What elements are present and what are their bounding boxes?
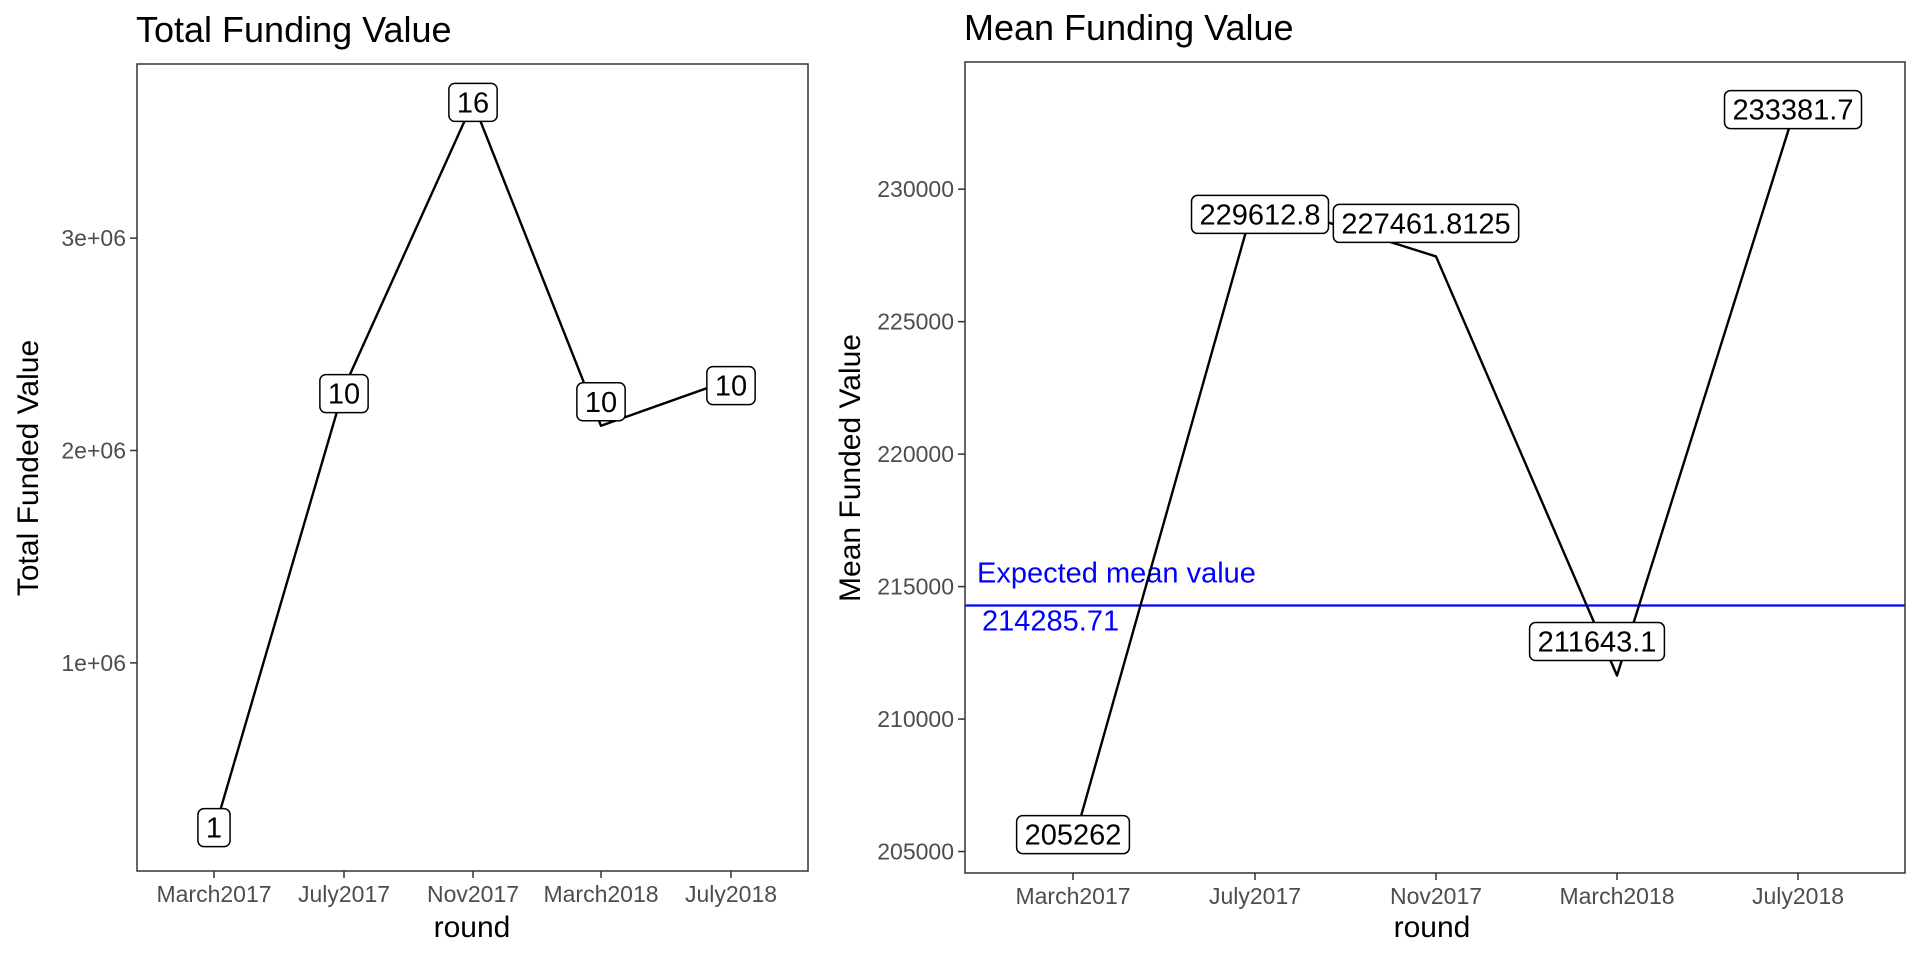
data-label-box <box>1190 194 1330 235</box>
x-tick-label: July2017 <box>298 881 390 907</box>
data-labels: 1 10 16 10 10 <box>197 82 756 848</box>
data-label-text: 10 <box>585 387 617 419</box>
chart-title: Mean Funding Value <box>964 7 1294 48</box>
reference-line-value: 214285.71 <box>982 606 1119 638</box>
data-label-box <box>576 382 626 422</box>
data-label: 233381.7 <box>1723 89 1863 130</box>
y-tick-label: 2e+06 <box>61 438 126 464</box>
data-label-text: 1 <box>206 813 222 845</box>
data-label-box <box>448 82 498 123</box>
plot-border <box>964 61 1906 874</box>
data-label-box <box>706 365 756 406</box>
x-tick-label: Nov2017 <box>1390 883 1482 909</box>
data-label-text: 10 <box>328 379 360 411</box>
y-axis-title: Mean Funded Value <box>834 334 867 602</box>
data-label-text: 16 <box>457 87 489 119</box>
series-polyline <box>1071 99 1800 845</box>
x-tick-label: March2017 <box>1015 883 1130 909</box>
axes: 205000 210000 215000 220000 225000 230000 Marc… <box>877 176 1844 909</box>
data-label-box <box>1015 814 1131 855</box>
reference-line-label: Expected mean value <box>977 558 1256 590</box>
data-label-text: 229612.8 <box>1200 199 1321 231</box>
reference-line-group: Expected mean value 214285.71 <box>965 558 1905 638</box>
x-tick-label: March2018 <box>1559 883 1674 909</box>
data-label-box <box>197 807 231 848</box>
data-label: 229612.8 <box>1190 194 1330 235</box>
y-tick-label: 205000 <box>877 839 954 865</box>
data-label-box <box>1528 621 1666 662</box>
data-labels: 205262 229612.8 227461.8125 211643.1 233381.… <box>1015 89 1863 855</box>
y-tick-label: 210000 <box>877 706 954 732</box>
x-tick-label: July2017 <box>1209 883 1301 909</box>
y-axis-title: Total Funded Value <box>12 340 45 596</box>
data-label: 10 <box>319 373 369 414</box>
data-label: 205262 <box>1015 814 1131 855</box>
data-label: 211643.1 <box>1528 621 1666 662</box>
data-label: 10 <box>706 365 756 406</box>
data-label-box <box>319 373 369 414</box>
plot-border <box>136 63 809 872</box>
axes: 1e+06 2e+06 3e+06 March2017 July2017 Nov2017 M… <box>61 225 777 907</box>
y-tick-label: 1e+06 <box>61 650 126 676</box>
y-tick-label: 3e+06 <box>61 225 126 251</box>
data-label-text: 227461.8125 <box>1341 208 1510 240</box>
chart-title: Total Funding Value <box>136 9 452 50</box>
y-tick-label: 215000 <box>877 574 954 600</box>
x-tick-label: March2017 <box>156 881 271 907</box>
x-tick-label: July2018 <box>685 881 777 907</box>
data-label-box <box>1723 89 1863 130</box>
x-axis-title: round <box>434 911 511 944</box>
series-polyline <box>212 101 732 832</box>
data-label-text: 10 <box>715 371 747 403</box>
x-tick-label: March2018 <box>543 881 658 907</box>
data-label: 10 <box>576 382 626 422</box>
x-tick-label: July2018 <box>1752 883 1844 909</box>
x-tick-label: Nov2017 <box>427 881 519 907</box>
panel-total-funding: Total Funding Value Total Funded Value r… <box>12 9 809 944</box>
y-tick-label: 225000 <box>877 309 954 335</box>
data-label: 1 <box>197 807 231 848</box>
data-label-box <box>1332 203 1520 244</box>
data-label-text: 233381.7 <box>1733 95 1854 127</box>
panel-mean-funding: Mean Funding Value Mean Funded Value rou… <box>834 7 1906 944</box>
data-label: 227461.8125 <box>1332 203 1520 244</box>
y-tick-label: 220000 <box>877 441 954 467</box>
series-line <box>1071 99 1800 845</box>
series-line <box>212 101 732 832</box>
y-tick-label: 230000 <box>877 176 954 202</box>
x-axis-title: round <box>1394 911 1471 944</box>
data-label-text: 211643.1 <box>1538 627 1657 659</box>
data-label-text: 205262 <box>1025 820 1122 852</box>
data-label: 16 <box>448 82 498 123</box>
